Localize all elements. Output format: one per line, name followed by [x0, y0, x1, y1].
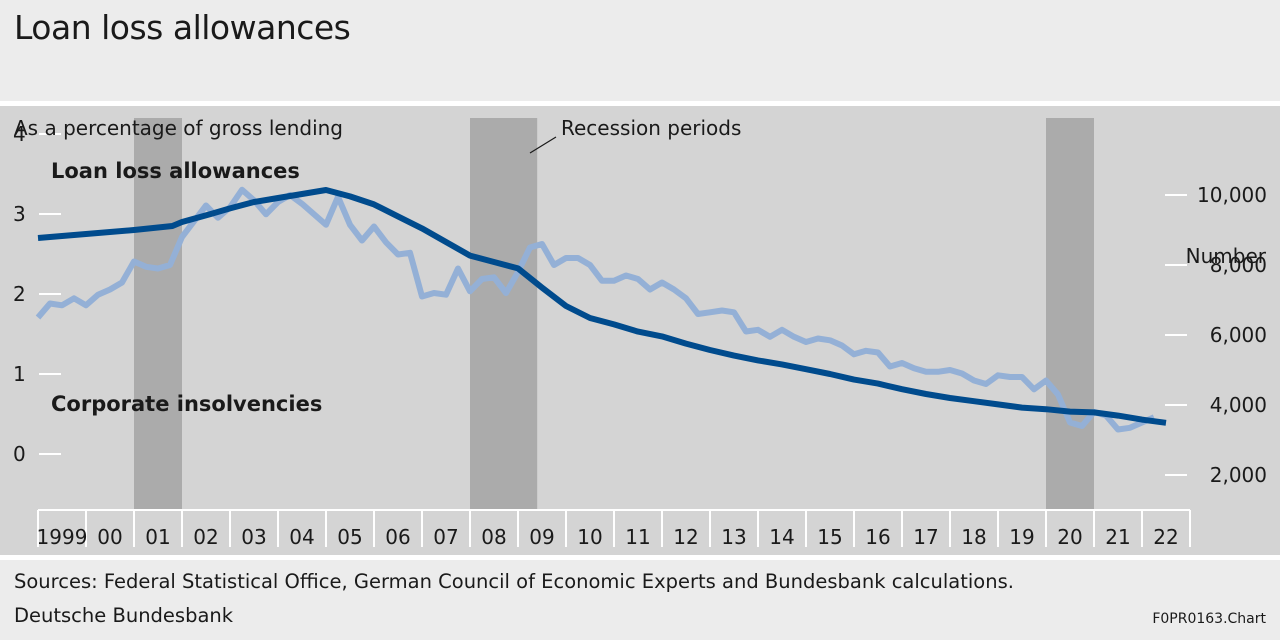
- chart-id: F0PR0163.Chart: [1152, 611, 1266, 627]
- x-tick-label: 20: [1057, 525, 1082, 549]
- right-tick-label: 6,000: [1210, 323, 1267, 347]
- sources-note: Sources: Federal Statistical Office, Ger…: [14, 570, 1014, 593]
- left-tick-label: 4: [13, 122, 26, 146]
- x-tick-label: 14: [769, 525, 794, 549]
- top-divider: [0, 101, 1280, 106]
- recession-band-3: [1046, 118, 1094, 510]
- x-tick-label: 19: [1009, 525, 1034, 549]
- x-tick-label: 04: [289, 525, 314, 549]
- publisher: Deutsche Bundesbank: [14, 604, 234, 627]
- chart-title: Loan loss allowances: [14, 8, 351, 47]
- recession-band-2: [470, 118, 538, 510]
- x-tick-label: 06: [385, 525, 410, 549]
- bottom-divider: [0, 555, 1280, 560]
- recession-band-1: [134, 118, 182, 510]
- x-tick-label: 01: [145, 525, 170, 549]
- insolvency-series-label: Corporate insolvencies: [51, 392, 322, 416]
- x-tick-label: 22: [1153, 525, 1178, 549]
- chart: 1999 00 01 02 03 04 05 06 07 08 09 10 11 12 13 14 15 16 17…: [0, 106, 1280, 555]
- left-tick-label: 2: [13, 282, 26, 306]
- left-tick-label: 1: [13, 362, 26, 386]
- x-tick-label: 18: [961, 525, 986, 549]
- left-tick-label: 0: [13, 442, 26, 466]
- right-tick-label: 2,000: [1210, 463, 1267, 487]
- right-axis-label: Number: [1186, 244, 1267, 268]
- loan-loss-line: [37, 187, 1167, 426]
- x-tick-label: 17: [913, 525, 938, 549]
- left-axis-label: As a percentage of gross lending: [14, 116, 343, 140]
- x-tick-label: 07: [433, 525, 458, 549]
- x-tick-label: 15: [817, 525, 842, 549]
- x-tick-label: 11: [625, 525, 650, 549]
- loan-loss-series-label: Loan loss allowances: [51, 159, 300, 183]
- x-tick-label: 00: [97, 525, 122, 549]
- recession-annotation-leader: [529, 136, 557, 154]
- x-tick-label: 08: [481, 525, 506, 549]
- x-tick-label: 05: [337, 525, 362, 549]
- x-tick-label: 02: [193, 525, 218, 549]
- x-tick-label: 10: [577, 525, 602, 549]
- x-tick-label: 09: [529, 525, 554, 549]
- right-tick-label: 4,000: [1210, 393, 1267, 417]
- right-tick-label: 8,000: [1210, 253, 1267, 277]
- x-tick-label: 16: [865, 525, 890, 549]
- x-tick-label: 12: [673, 525, 698, 549]
- recession-annotation: Recession periods: [561, 116, 741, 140]
- right-tick-label: 10,000: [1197, 183, 1267, 207]
- x-tick-label: 1999: [37, 525, 88, 549]
- x-tick-label: 03: [241, 525, 266, 549]
- left-tick-label: 3: [13, 202, 26, 226]
- x-tick-label: 13: [721, 525, 746, 549]
- x-tick-label: 21: [1105, 525, 1130, 549]
